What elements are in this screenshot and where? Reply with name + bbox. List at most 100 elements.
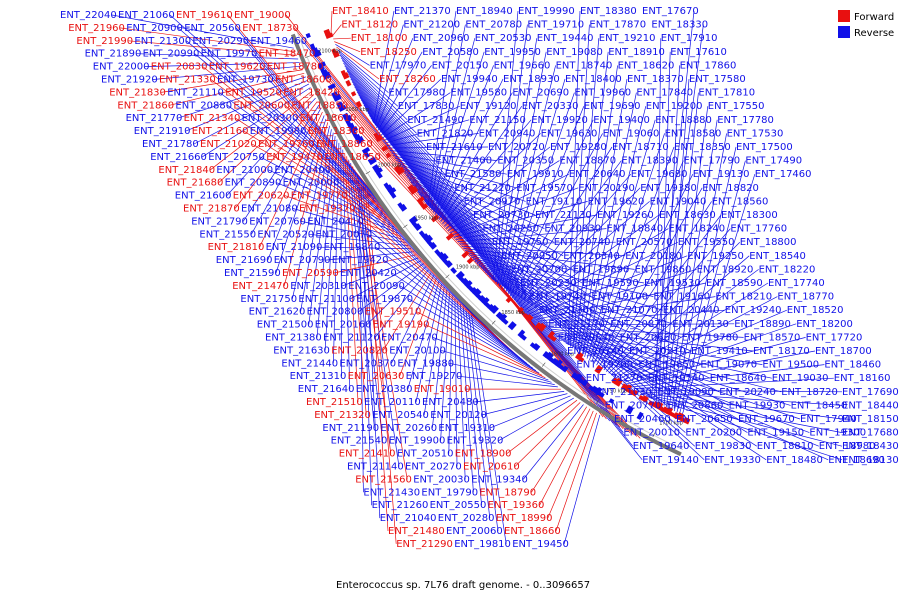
- gene-feature: [537, 322, 547, 332]
- gene-label: ENT_17580: [689, 74, 746, 85]
- gene-label: ENT_20990: [143, 49, 200, 60]
- gene-label: ENT_20410: [307, 216, 364, 227]
- leader-line: [531, 255, 688, 316]
- gene-label: ENT_20000: [283, 178, 340, 189]
- gene-feature: [517, 329, 526, 338]
- gene-label: ENT_21090: [266, 242, 323, 253]
- leader-line: [596, 174, 694, 366]
- gene-feature: [555, 359, 563, 368]
- gene-label: ENT_21470: [232, 281, 289, 292]
- gene-feature: [542, 351, 550, 358]
- gene-label: ENT_20140: [567, 346, 624, 357]
- gene-feature: [376, 171, 383, 179]
- gene-label: ENT_20730: [473, 210, 530, 221]
- gene-label: ENT_20100: [389, 345, 446, 356]
- gene-label: ENT_19440: [537, 33, 594, 44]
- leader-line: [465, 250, 645, 284]
- leader-line: [366, 266, 427, 325]
- gene-feature: [353, 133, 361, 141]
- leader-line: [358, 176, 364, 493]
- gene-label: ENT_18940: [456, 6, 513, 17]
- gene-label: ENT_20870: [610, 319, 667, 330]
- gene-label: ENT_18250: [360, 47, 417, 58]
- gene-label: ENT_21540: [331, 436, 388, 447]
- gene-label: ENT_21260: [372, 500, 429, 511]
- gene-feature: [413, 223, 422, 232]
- gene-label: ENT_20890: [225, 178, 282, 189]
- gene-feature: [487, 303, 495, 311]
- gene-label: ENT_21190: [322, 423, 379, 434]
- leader-line: [152, 65, 302, 80]
- leader-line: [339, 54, 408, 121]
- leader-line: [473, 391, 565, 403]
- gene-label: ENT_20380: [356, 384, 413, 395]
- gene-label: ENT_21920: [101, 75, 158, 86]
- gene-feature: [655, 401, 664, 411]
- leader-line: [440, 105, 523, 222]
- leader-line: [394, 157, 526, 202]
- gene-label: ENT_21270: [586, 373, 643, 384]
- gene-label: ENT_18130: [842, 455, 899, 466]
- leader-line: [358, 263, 424, 312]
- leader-line: [676, 146, 737, 413]
- leader-line: [267, 115, 325, 261]
- leader-line: [423, 286, 445, 415]
- leader-line: [499, 51, 547, 287]
- gene-label: ENT_18300: [721, 210, 778, 221]
- gene-feature: [481, 297, 490, 306]
- gene-label: ENT_20720: [488, 142, 545, 153]
- leader-line: [186, 40, 375, 200]
- leader-line: [416, 311, 543, 376]
- leader-line: [111, 14, 294, 49]
- gene-label: ENT_19570: [516, 183, 573, 194]
- leader-line: [520, 187, 641, 307]
- gene-feature: [517, 306, 524, 314]
- gene-label: ENT_20460: [614, 414, 671, 425]
- leader-line: [615, 282, 769, 379]
- gene-label: ENT_19890: [573, 264, 630, 275]
- leader-line: [522, 201, 650, 309]
- gene-label: ENT_21070: [601, 305, 658, 316]
- gene-label: ENT_21340: [184, 113, 241, 124]
- gene-label: ENT_18460: [824, 360, 881, 371]
- leader-line: [308, 132, 334, 325]
- gene-feature: [430, 214, 440, 223]
- tick-label: 2000 kbp: [378, 163, 402, 169]
- gene-label: ENT_20660: [620, 332, 677, 343]
- gene-label: ENT_17970: [370, 60, 427, 71]
- gene-label: ENT_19110: [526, 196, 583, 207]
- gene-label: ENT_18920: [697, 264, 754, 275]
- leader-line: [650, 10, 695, 399]
- gene-label: ENT_18690: [828, 455, 885, 466]
- gene-label: ENT_18170: [753, 346, 810, 357]
- gene-label: ENT_19400: [593, 115, 650, 126]
- gene-label: ENT_19190: [373, 320, 430, 331]
- leader-line: [633, 377, 834, 389]
- gene-feature: [350, 91, 357, 97]
- gene-label: ENT_19630: [541, 128, 598, 139]
- gene-label: ENT_18210: [715, 292, 772, 303]
- gene-label: ENT_19670: [738, 414, 795, 425]
- leader-line: [427, 10, 457, 206]
- leader-line: [346, 70, 464, 202]
- leader-line: [292, 125, 330, 299]
- gene-label: ENT_18910: [608, 47, 665, 58]
- gene-feature: [499, 313, 508, 322]
- gene-feature: [652, 401, 659, 409]
- gene-label: ENT_20530: [475, 33, 532, 44]
- leader-line: [454, 298, 458, 467]
- leader-line: [608, 241, 741, 374]
- leader-line: [283, 122, 329, 286]
- leader-line: [400, 285, 537, 371]
- gene-feature: [399, 203, 408, 212]
- gene-label: ENT_18640: [710, 373, 767, 384]
- leader-line: [380, 78, 442, 136]
- gene-label: ENT_21640: [298, 384, 355, 395]
- gene-label: ENT_21750: [240, 294, 297, 305]
- leader-line: [641, 392, 843, 420]
- leader-line: [331, 24, 342, 37]
- gene-label: ENT_19380: [640, 183, 697, 194]
- gene-label: ENT_19910: [507, 169, 564, 180]
- gene-label: ENT_20510: [397, 449, 454, 460]
- legend-swatch-reverse: [838, 26, 850, 38]
